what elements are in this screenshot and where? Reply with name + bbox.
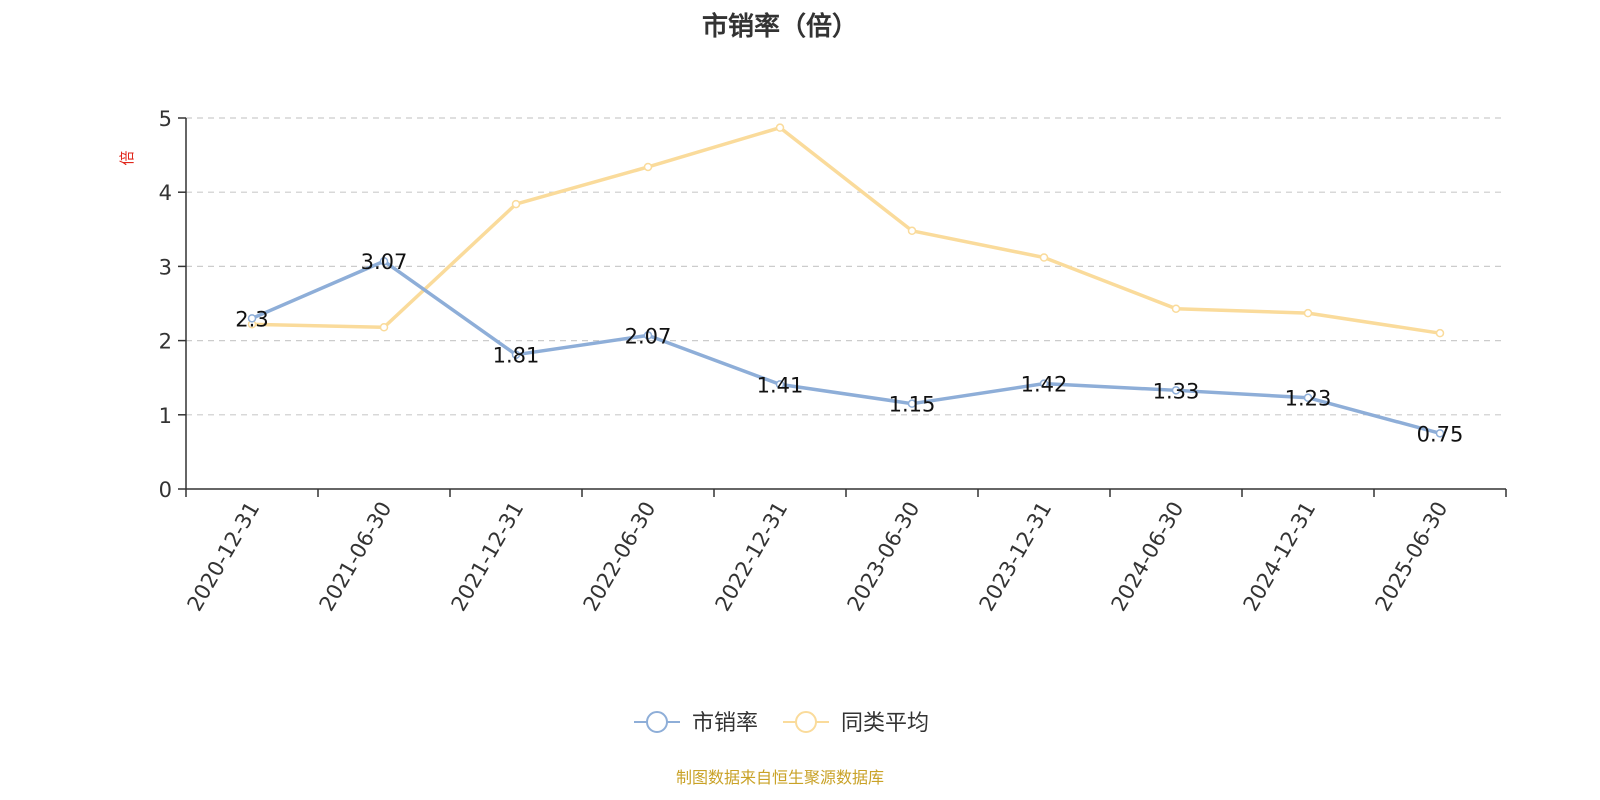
x-tick-label-5: 2023-06-30	[843, 498, 925, 616]
grid-lines	[186, 117, 1506, 416]
x-tick-label-2: 2021-12-31	[447, 498, 529, 616]
series-0-point-0[interactable]	[247, 314, 257, 323]
series-0-point-8[interactable]	[1303, 393, 1313, 402]
legend-marker-1	[795, 711, 817, 733]
x-tick-label-4: 2022-12-31	[711, 498, 793, 616]
x-tick-label-6: 2023-12-31	[975, 498, 1057, 616]
series-1-point-9[interactable]	[1435, 328, 1445, 338]
axes: 倍 0 1 2 3 4 5 2020-12-31 2021-06-30 2021-12-31 20…	[118, 107, 1507, 616]
x-tick-label-0: 2020-12-31	[183, 498, 265, 616]
x-tick-label-8: 2024-12-31	[1239, 498, 1321, 616]
series-0-point-9[interactable]	[1435, 429, 1445, 438]
series-1-point-2[interactable]	[511, 199, 521, 209]
y-tick-label-4: 4	[159, 181, 172, 205]
series-0-point-6[interactable]	[1039, 379, 1049, 388]
series-1-point-8[interactable]	[1303, 308, 1313, 318]
legend-marker-0	[646, 711, 668, 733]
x-tick-label-3: 2022-06-30	[579, 498, 661, 616]
series-0-label-2: 1.81	[493, 344, 540, 368]
series-0-point-1[interactable]	[379, 256, 389, 266]
legend-item-0[interactable]: 市销率	[634, 711, 758, 736]
y-tick-label-5: 5	[159, 107, 172, 131]
y-tick-label-0: 0	[159, 478, 172, 502]
y-tick-label-3: 3	[159, 255, 172, 279]
series-1-point-6[interactable]	[1039, 253, 1049, 262]
series-0-point-2[interactable]	[511, 350, 521, 359]
series-0-label-8: 1.23	[1285, 387, 1332, 411]
series-0-point-5[interactable]	[907, 399, 917, 408]
x-tick-label-7: 2024-06-30	[1107, 498, 1189, 616]
series-line-0	[251, 259, 1441, 436]
series-0-point-7[interactable]	[1171, 386, 1181, 395]
y-tick-label-1: 1	[159, 404, 172, 428]
legend-item-1[interactable]: 同类平均	[783, 711, 929, 736]
series-0-label-3: 2.07	[625, 324, 672, 348]
series-0-label-1: 3.07	[361, 250, 408, 274]
series-1-point-5[interactable]	[907, 226, 917, 236]
series-1-point-1[interactable]	[379, 322, 389, 332]
data-labels: 2.3 3.07 1.81 2.07 1.41 1.15 1.42 1.33 1.23 0.75	[235, 250, 1463, 446]
series-0-point-3[interactable]	[643, 331, 653, 340]
legend[interactable]: 市销率 同类平均	[634, 711, 929, 736]
chart-title: 市销率（倍）	[701, 12, 858, 42]
legend-label-1: 同类平均	[841, 711, 929, 736]
x-tick-label-1: 2021-06-30	[315, 498, 397, 616]
series-0-label-6: 1.42	[1021, 373, 1068, 397]
legend-label-0: 市销率	[692, 711, 758, 736]
x-tick-label-9: 2025-06-30	[1371, 498, 1453, 616]
series-1-point-3[interactable]	[643, 162, 653, 172]
series-0-label-9: 0.75	[1417, 422, 1464, 446]
series-0-label-7: 1.33	[1153, 379, 1200, 403]
source-note: 制图数据来自恒生聚源数据库	[675, 768, 884, 787]
series-line-1	[251, 125, 1441, 335]
series-0-label-5: 1.15	[889, 393, 936, 417]
y-axis-title: 倍	[118, 150, 136, 165]
y-tick-label-2: 2	[159, 330, 172, 354]
series-1-point-7[interactable]	[1171, 304, 1181, 313]
series-layer	[247, 123, 1445, 438]
series-0-label-0: 2.3	[235, 307, 268, 331]
series-1-point-4[interactable]	[775, 123, 785, 132]
series-0-point-4[interactable]	[775, 380, 785, 389]
series-0-label-4: 1.41	[757, 373, 804, 397]
